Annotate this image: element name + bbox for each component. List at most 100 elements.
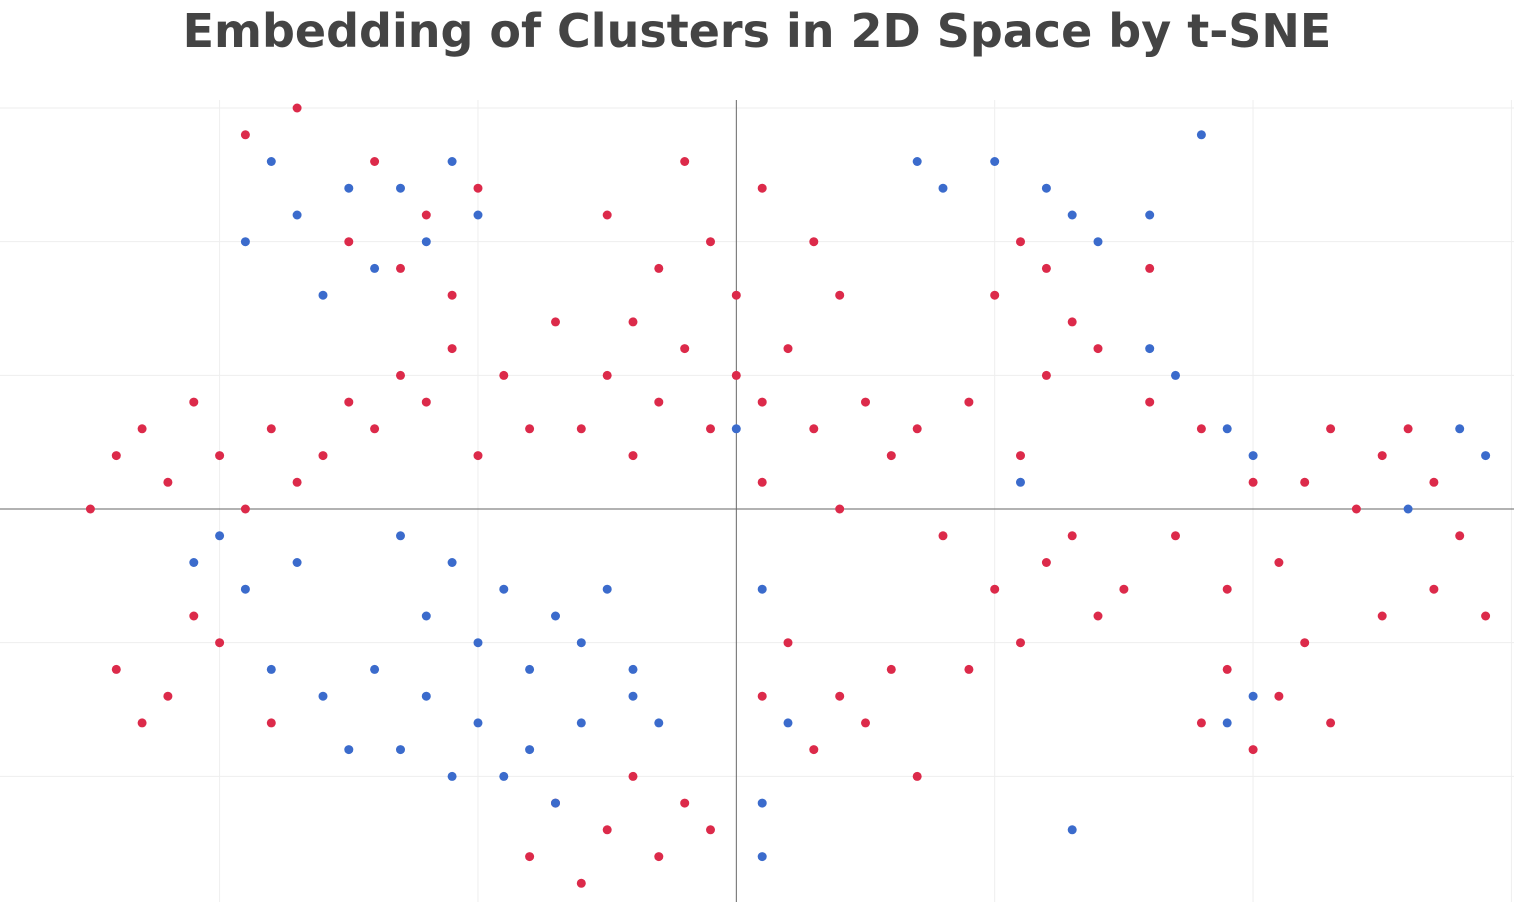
- scatter-point: [421, 691, 431, 701]
- scatter-point: [266, 718, 276, 728]
- scatter-point: [835, 290, 845, 300]
- scatter-point: [783, 344, 793, 354]
- scatter-point: [421, 237, 431, 247]
- scatter-point: [1274, 558, 1284, 567]
- scatter-point: [318, 691, 328, 701]
- scatter-point: [163, 691, 173, 701]
- scatter-point: [731, 370, 741, 380]
- scatter-point: [266, 424, 276, 434]
- scatter-point: [576, 424, 586, 434]
- scatter-point: [731, 290, 741, 300]
- scatter-point: [447, 771, 457, 781]
- scatter-point: [990, 157, 1000, 166]
- scatter-point: [1196, 718, 1206, 728]
- scatter-point: [1403, 424, 1413, 434]
- scatter-point: [1274, 691, 1284, 701]
- scatter-point: [1429, 477, 1439, 487]
- scatter-point: [499, 584, 509, 594]
- scatter-point: [1481, 451, 1491, 461]
- scatter-point: [1196, 130, 1206, 140]
- grid-lines: [0, 100, 1514, 902]
- scatter-point: [447, 157, 457, 166]
- scatter-point: [602, 210, 612, 220]
- scatter-point: [1145, 263, 1155, 273]
- scatter-point: [861, 397, 870, 407]
- scatter-point: [396, 745, 405, 755]
- scatter-point: [344, 183, 354, 193]
- scatter-point: [654, 263, 664, 273]
- scatter-point: [783, 638, 793, 648]
- scatter-point: [602, 584, 612, 594]
- scatter-point: [344, 237, 354, 247]
- scatter-point: [602, 370, 612, 380]
- scatter-point: [370, 157, 380, 166]
- scatter-point: [551, 611, 560, 621]
- scatter-point: [1041, 183, 1051, 193]
- scatter-point: [938, 531, 948, 541]
- scatter-point: [137, 718, 147, 728]
- scatter-point: [1171, 531, 1180, 541]
- scatter-point: [628, 664, 638, 674]
- scatter-point: [576, 638, 586, 648]
- scatter-point: [499, 370, 509, 380]
- scatter-point: [680, 157, 690, 166]
- scatter-point: [551, 317, 560, 327]
- scatter-point: [266, 157, 276, 166]
- scatter-point: [654, 397, 664, 407]
- scatter-point: [111, 451, 121, 461]
- scatter-point: [964, 664, 974, 674]
- scatter-point: [137, 424, 147, 434]
- scatter-point: [1067, 210, 1077, 220]
- scatter-point: [215, 638, 225, 648]
- scatter-point: [1067, 317, 1077, 327]
- data-points: [85, 103, 1491, 888]
- scatter-point: [1222, 664, 1232, 674]
- scatter-point: [1222, 424, 1232, 434]
- scatter-point: [912, 424, 922, 434]
- scatter-point: [189, 397, 199, 407]
- scatter-point: [1403, 504, 1413, 514]
- scatter-point: [215, 531, 225, 541]
- scatter-point: [809, 424, 819, 434]
- scatter-point: [292, 558, 302, 567]
- scatter-point: [240, 130, 250, 140]
- scatter-point: [525, 852, 535, 862]
- scatter-point: [757, 691, 767, 701]
- scatter-point: [421, 611, 431, 621]
- zero-axes: [0, 100, 1514, 902]
- scatter-point: [189, 611, 199, 621]
- scatter-point: [1300, 477, 1310, 487]
- scatter-point: [886, 664, 896, 674]
- scatter-point: [757, 798, 767, 808]
- scatter-point: [370, 424, 380, 434]
- scatter-point: [1326, 424, 1336, 434]
- scatter-point: [1145, 344, 1155, 354]
- scatter-point: [1351, 504, 1361, 514]
- scatter-point: [396, 531, 405, 541]
- scatter-point: [318, 451, 328, 461]
- scatter-point: [1093, 344, 1103, 354]
- scatter-point: [370, 664, 380, 674]
- scatter-point: [344, 745, 354, 755]
- scatter-point: [1377, 611, 1387, 621]
- scatter-point: [240, 584, 250, 594]
- scatter-point: [189, 558, 199, 567]
- scatter-point: [706, 825, 715, 835]
- scatter-point: [757, 584, 767, 594]
- scatter-point: [266, 664, 276, 674]
- scatter-point: [1093, 611, 1103, 621]
- scatter-point: [1248, 691, 1258, 701]
- scatter-point: [835, 691, 845, 701]
- scatter-point: [886, 451, 896, 461]
- scatter-point: [861, 718, 870, 728]
- scatter-point: [499, 771, 509, 781]
- scatter-point: [292, 210, 302, 220]
- scatter-point: [240, 504, 250, 514]
- scatter-point: [163, 477, 173, 487]
- scatter-point: [396, 183, 405, 193]
- scatter-point: [344, 397, 354, 407]
- scatter-point: [292, 103, 302, 113]
- scatter-point: [447, 344, 457, 354]
- scatter-point: [576, 718, 586, 728]
